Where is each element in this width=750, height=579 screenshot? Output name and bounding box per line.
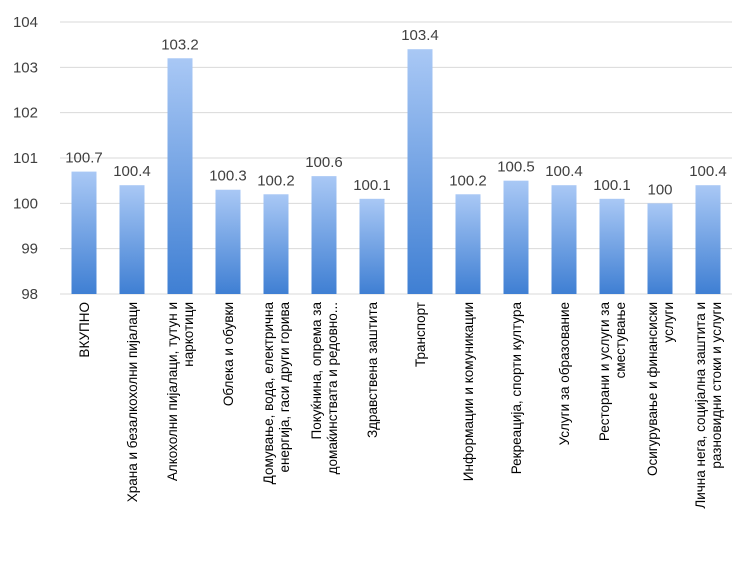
category-label: Осигурување и финансиски услуги xyxy=(645,302,676,476)
data-label: 100.4 xyxy=(545,163,583,180)
category-label-line: сместување xyxy=(613,302,628,378)
bar xyxy=(311,176,337,294)
bar xyxy=(599,198,625,294)
y-tick-label: 98 xyxy=(21,286,38,303)
category-label: Покуќнина, опрема за домаќинствата и редо… xyxy=(309,302,340,475)
bar xyxy=(407,49,433,295)
category-label: Информации и комуникации xyxy=(461,302,476,481)
category-label-line: Рекреација, спорти култура xyxy=(509,302,524,475)
category-label-line: Осигурување и финансиски xyxy=(645,302,660,476)
y-tick-label: 99 xyxy=(21,241,38,258)
bars xyxy=(71,49,721,295)
category-label-line: Домување, вода, електрична xyxy=(261,302,276,485)
data-labels: 100.7 100.4 103.2 100.3 100.2 100.6 100.1 103.4… xyxy=(65,27,727,198)
bar xyxy=(167,58,193,295)
category-label: Лична нега, социјална заштита и разновидн… xyxy=(693,302,724,509)
data-label: 100.4 xyxy=(113,163,151,180)
bar xyxy=(71,171,97,294)
data-label: 100.4 xyxy=(689,163,727,180)
data-label: 100.1 xyxy=(353,177,391,194)
data-label: 103.4 xyxy=(401,27,439,44)
bar xyxy=(359,198,385,294)
y-tick-label: 101 xyxy=(13,150,38,167)
data-label: 100.2 xyxy=(449,172,487,189)
bar xyxy=(215,189,241,294)
data-label: 100.2 xyxy=(257,172,295,189)
y-tick-label: 104 xyxy=(13,14,38,31)
category-label-line: Услуги за образование xyxy=(557,302,572,445)
data-label: 100.5 xyxy=(497,159,535,176)
data-label: 103.2 xyxy=(161,36,199,53)
data-label: 100.3 xyxy=(209,168,247,185)
x-axis: ВКУПНО Храна и безалкохолни пијалаци Алкох… xyxy=(77,302,724,509)
category-label: Храна и безалкохолни пијалаци xyxy=(125,302,140,502)
y-tick-label: 103 xyxy=(13,59,38,76)
y-tick-label: 100 xyxy=(13,195,38,212)
category-label: Облека и обувки xyxy=(221,302,236,406)
category-label-line: Информации и комуникации xyxy=(461,302,476,481)
category-label: Услуги за образование xyxy=(557,302,572,445)
category-label: ВКУПНО xyxy=(77,302,92,358)
category-label-line: Здравствена заштита xyxy=(365,302,380,439)
data-label: 100.1 xyxy=(593,177,631,194)
category-label-line: домаќинствата и редовно... xyxy=(325,302,340,474)
y-axis: 98 99 100 101 102 103 104 xyxy=(13,14,38,303)
category-label: Алкохолни пијалаци, тутун и наркотици xyxy=(165,302,196,481)
bar xyxy=(263,194,289,294)
y-tick-label: 102 xyxy=(13,105,38,122)
category-label-line: наркотици xyxy=(181,302,196,367)
data-label: 100.6 xyxy=(305,154,343,171)
gridlines xyxy=(60,21,732,295)
category-label-line: услуги xyxy=(661,302,676,342)
category-label-line: Транспорт xyxy=(413,302,428,367)
data-label: 100 xyxy=(647,181,672,198)
bar xyxy=(119,185,145,294)
bar xyxy=(551,185,577,294)
category-label-line: Храна и безалкохолни пијалаци xyxy=(125,302,140,502)
category-label-line: енергија, гаси други горива xyxy=(277,302,292,473)
bar xyxy=(455,194,481,294)
category-label-line: ВКУПНО xyxy=(77,302,92,358)
category-label: Здравствена заштита xyxy=(365,302,380,439)
category-label-line: Облека и обувки xyxy=(221,302,236,406)
data-label: 100.7 xyxy=(65,150,103,167)
category-label-line: разновидни стоки и услуги xyxy=(709,302,724,469)
category-label-line: Лична нега, социјална заштита и xyxy=(693,302,708,509)
category-label: Рекреација, спорти култура xyxy=(509,302,524,475)
category-label: Ресторани и услуги за сместување xyxy=(597,302,628,442)
category-label-line: Алкохолни пијалаци, тутун и xyxy=(165,302,180,481)
bar xyxy=(503,180,529,294)
bar xyxy=(647,203,673,294)
category-label-line: Покуќнина, опрема за xyxy=(309,302,324,440)
category-label: Транспорт xyxy=(413,302,428,367)
category-label-line: Ресторани и услуги за xyxy=(597,302,612,442)
category-label: Домување, вода, електрична енергија, гаси… xyxy=(261,302,292,485)
bar xyxy=(695,185,721,294)
